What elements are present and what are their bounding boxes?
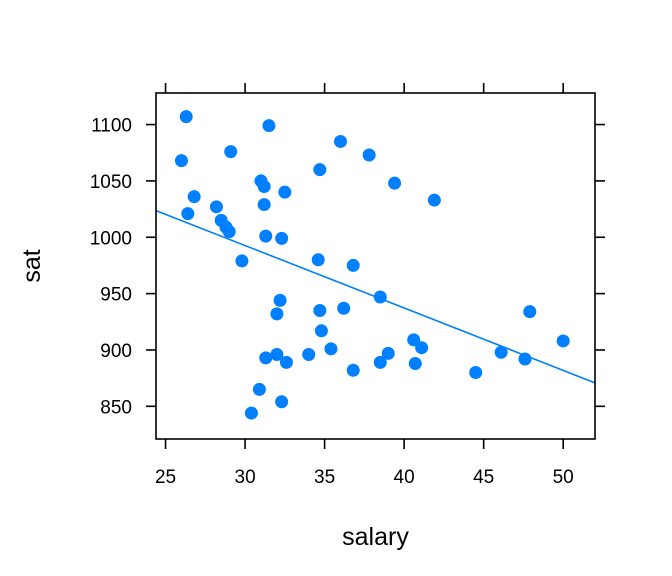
y-tick-label: 850 bbox=[100, 397, 132, 418]
y-tick-label: 1050 bbox=[90, 172, 132, 193]
data-point bbox=[494, 345, 508, 359]
y-tick-label: 1100 bbox=[91, 116, 132, 137]
points-layer bbox=[174, 110, 570, 420]
x-axis-title: salary bbox=[342, 523, 409, 551]
data-point bbox=[388, 176, 402, 190]
x-tick-label: 45 bbox=[473, 467, 494, 488]
data-point bbox=[373, 290, 387, 304]
y-tick-label: 900 bbox=[100, 341, 132, 362]
data-point bbox=[427, 193, 441, 207]
x-tick-label: 35 bbox=[314, 467, 335, 488]
data-point bbox=[302, 347, 316, 361]
data-point bbox=[469, 366, 483, 380]
data-point bbox=[224, 145, 238, 159]
x-tick-label: 50 bbox=[553, 467, 574, 488]
data-point bbox=[244, 406, 258, 420]
data-point bbox=[259, 229, 273, 243]
data-point bbox=[235, 254, 249, 268]
data-point bbox=[257, 198, 271, 212]
data-point bbox=[273, 293, 287, 307]
data-point bbox=[179, 110, 193, 124]
data-point bbox=[222, 225, 236, 239]
plot-frame bbox=[155, 92, 596, 440]
data-point bbox=[408, 356, 422, 370]
data-point bbox=[362, 148, 376, 162]
data-point bbox=[209, 200, 223, 214]
data-point bbox=[257, 180, 271, 194]
data-point bbox=[278, 185, 292, 199]
data-point bbox=[275, 231, 289, 245]
data-point bbox=[415, 341, 429, 355]
data-point bbox=[324, 342, 338, 356]
x-tick-label: 25 bbox=[155, 467, 176, 488]
data-point bbox=[523, 305, 537, 319]
data-point bbox=[334, 134, 348, 148]
data-point bbox=[313, 163, 327, 177]
data-point bbox=[262, 119, 276, 133]
data-point bbox=[518, 352, 532, 366]
data-point bbox=[187, 190, 201, 204]
x-tick-label: 30 bbox=[235, 467, 256, 488]
data-point bbox=[556, 334, 570, 348]
data-point bbox=[252, 382, 266, 396]
data-point bbox=[314, 324, 328, 338]
data-point bbox=[407, 333, 421, 347]
data-point bbox=[275, 395, 289, 409]
y-tick-label: 1000 bbox=[90, 228, 132, 249]
data-point bbox=[259, 351, 273, 365]
data-point bbox=[346, 363, 360, 377]
data-point bbox=[346, 258, 360, 272]
data-point bbox=[270, 307, 284, 321]
data-point bbox=[313, 304, 327, 318]
data-point bbox=[311, 253, 325, 267]
data-point bbox=[373, 355, 387, 369]
data-point bbox=[181, 207, 195, 221]
data-point bbox=[279, 355, 293, 369]
data-point bbox=[270, 347, 284, 361]
ticks-layer: 25 30 35 40 45 50 850 900 950 1000 1050 1100 bbox=[90, 83, 605, 488]
y-tick-label: 950 bbox=[100, 285, 132, 306]
y-axis-title: sat bbox=[18, 249, 46, 282]
x-tick-label: 40 bbox=[394, 467, 415, 488]
data-point bbox=[337, 301, 351, 315]
data-point bbox=[381, 346, 395, 360]
data-point bbox=[174, 154, 188, 168]
